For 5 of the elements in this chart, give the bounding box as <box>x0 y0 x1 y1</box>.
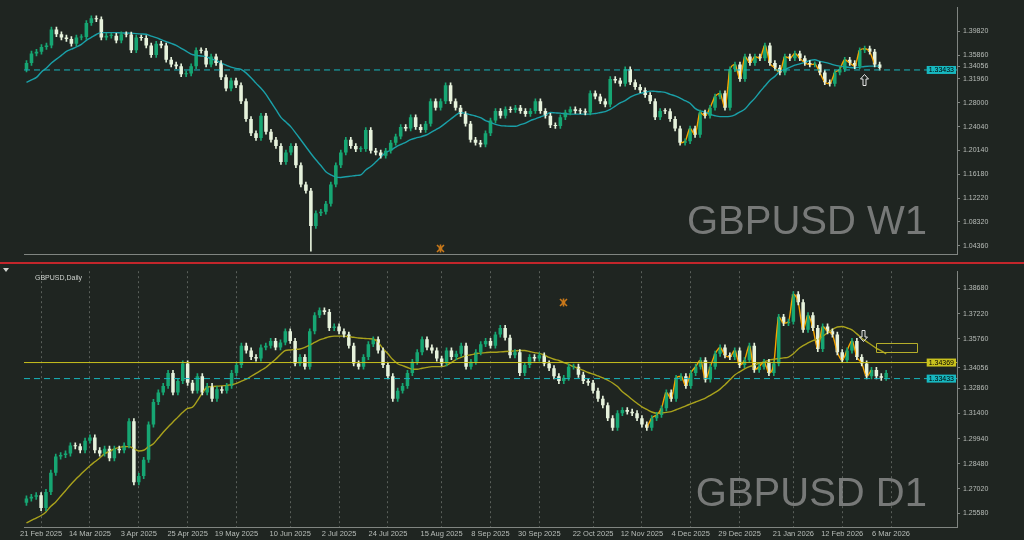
text: GBPUSD W1 <box>686 197 927 242</box>
line-series <box>25 31 881 179</box>
text: GBPUSD D1 <box>695 470 927 515</box>
line-series <box>646 293 873 429</box>
line-series <box>679 44 876 144</box>
